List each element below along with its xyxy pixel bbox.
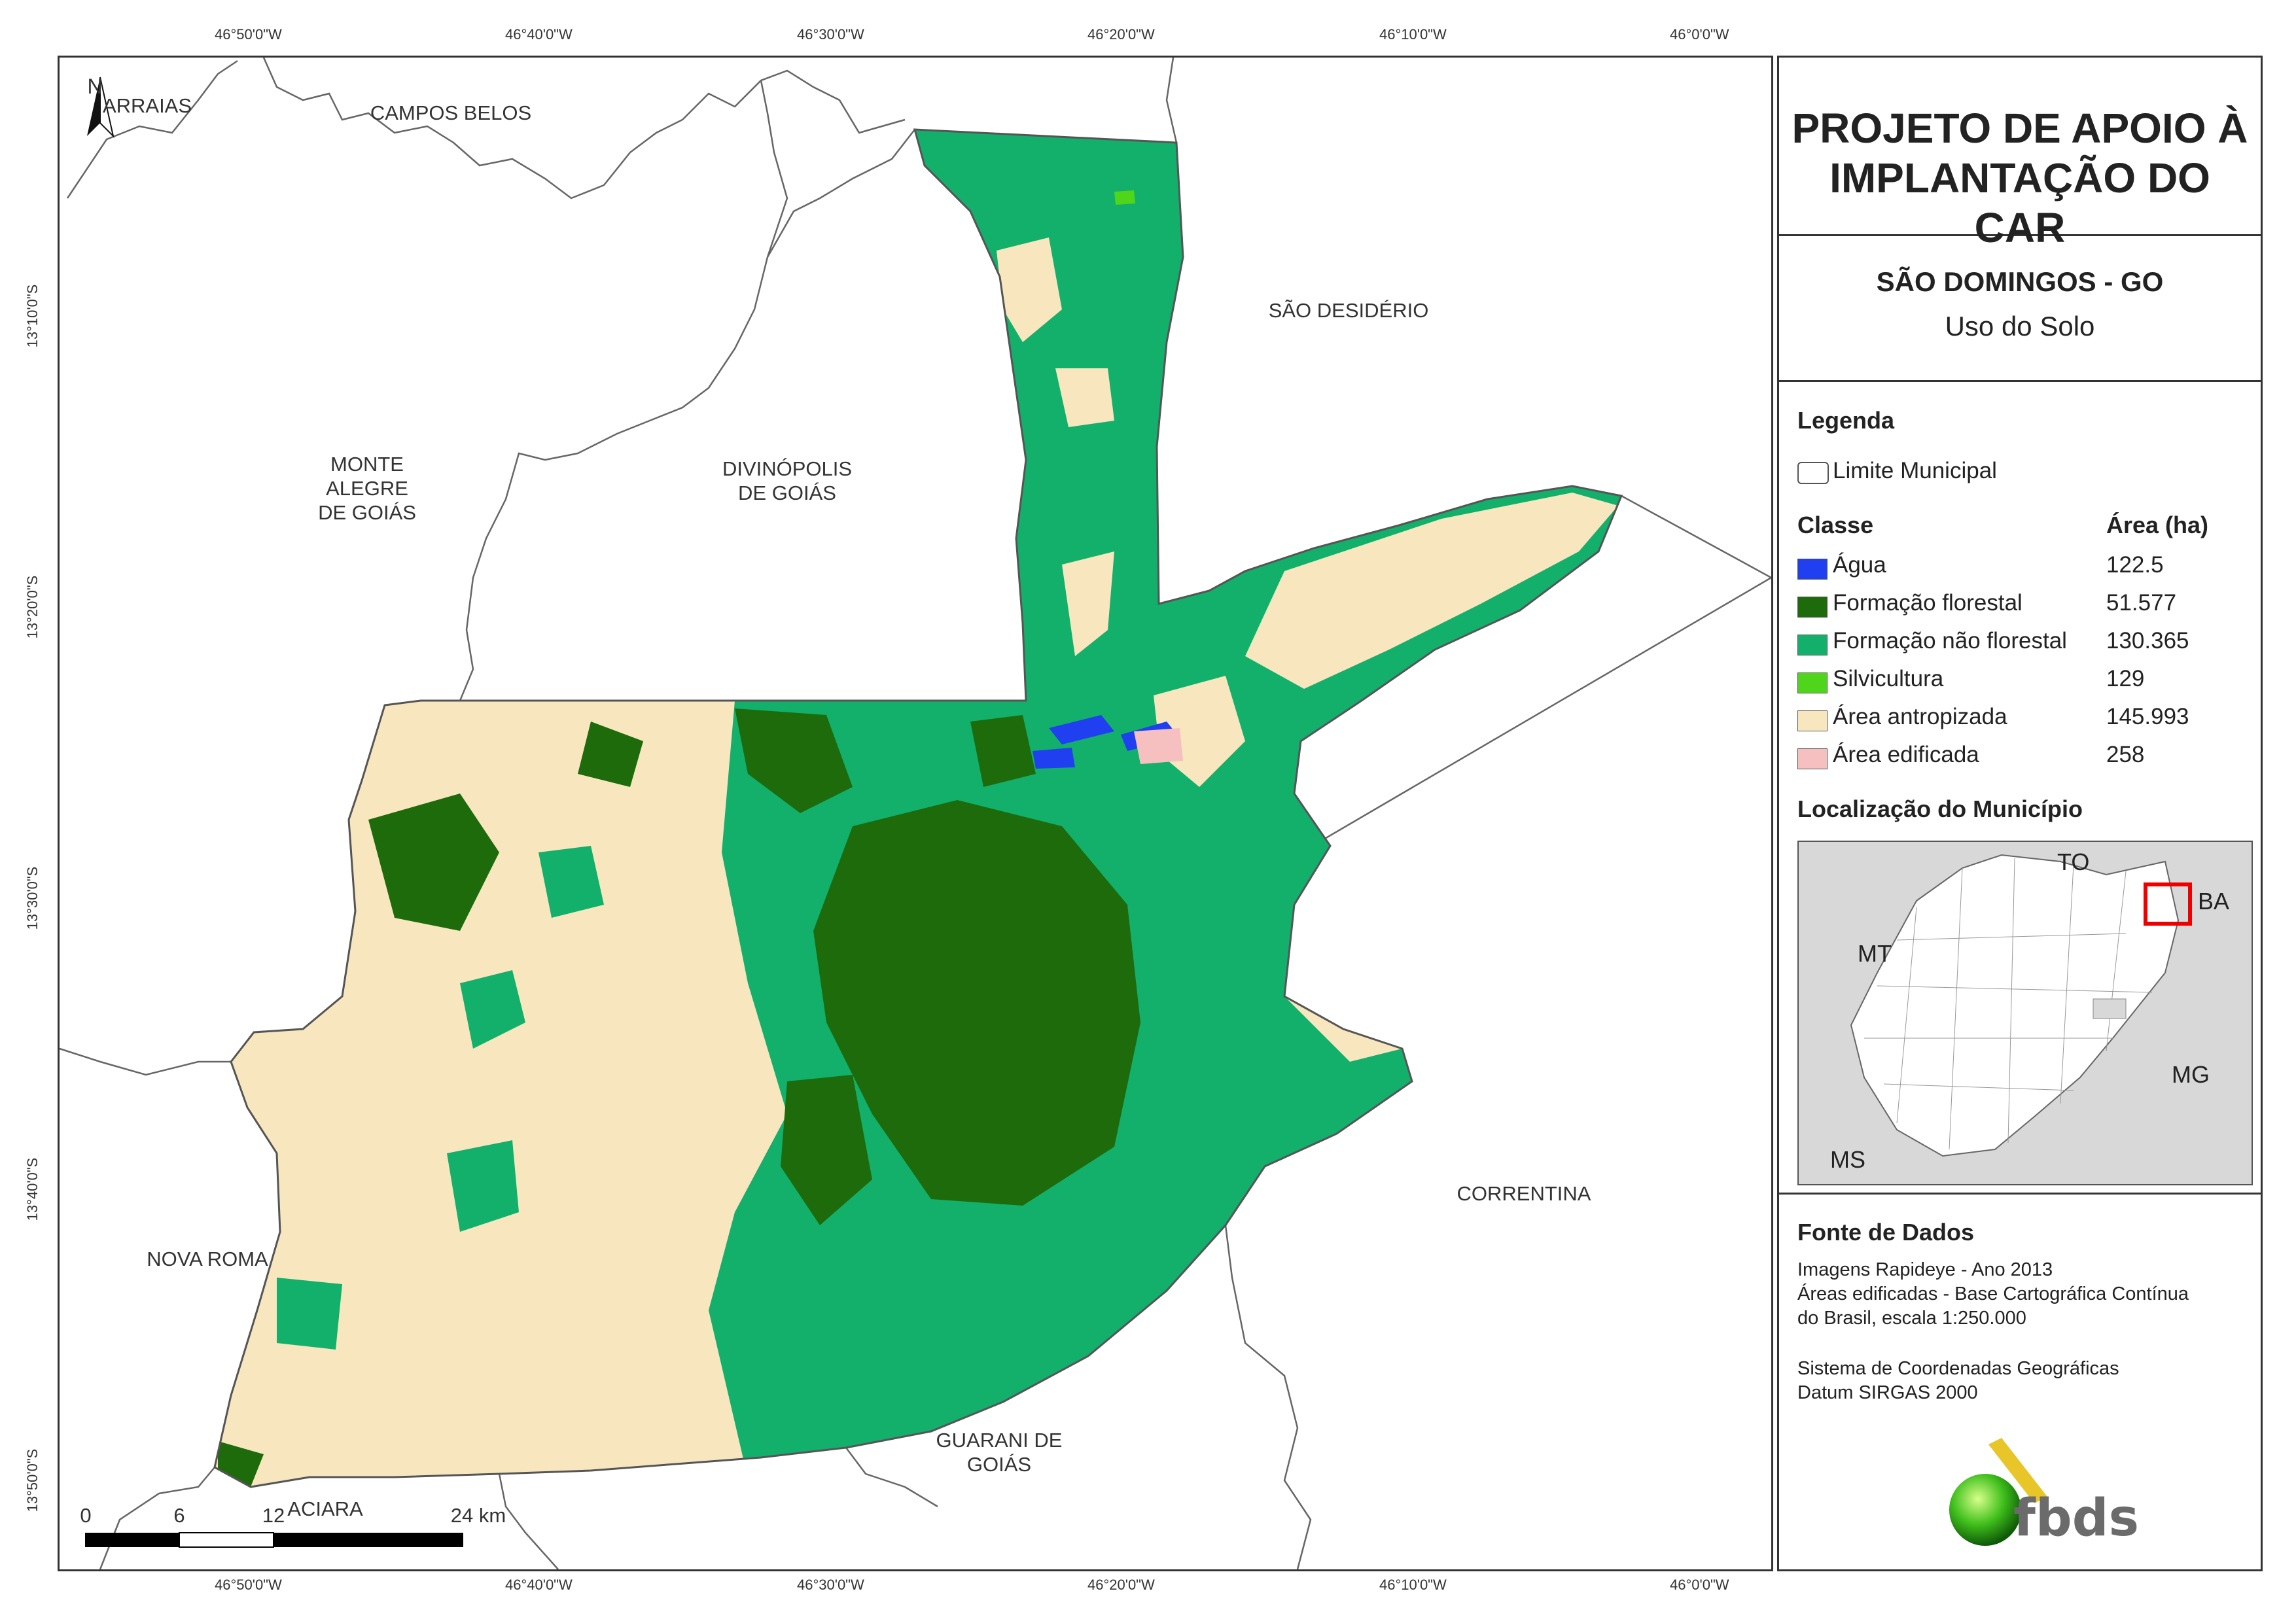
legend-class-name: Silvicultura	[1833, 666, 1944, 691]
title-section: PROJETO DE APOIO À IMPLANTAÇÃO DO CAR	[1779, 58, 2261, 251]
project-title-line2: IMPLANTAÇÃO DO CAR	[1829, 154, 2210, 251]
fonte-divider	[1779, 1193, 2261, 1195]
place-correntina: CORRENTINA	[1457, 1182, 1591, 1205]
place-divinopolis: DIVINÓPOLIS DE GOIÁS	[722, 457, 852, 505]
place-guarani-line2: GOIÁS	[966, 1453, 1032, 1476]
coord-top-4: 46°20'0"W	[1087, 26, 1155, 43]
sistema-line-2: Datum SIRGAS 2000	[1797, 1382, 1978, 1403]
legend-class-name: Formação florestal	[1833, 590, 2022, 616]
place-guarani: GUARANI DE GOIÁS	[936, 1428, 1063, 1476]
place-aciara: ACIARA	[287, 1497, 363, 1520]
fonte-line-2: Áreas edificadas - Base Cartográfica Con…	[1797, 1283, 2189, 1304]
place-nova-roma: NOVA ROMA	[147, 1248, 268, 1270]
north-label: N	[87, 75, 103, 98]
sistema-line-1: Sistema de Coordenadas Geográficas	[1797, 1358, 2119, 1379]
loc-label-ms: MS	[1830, 1146, 1865, 1173]
coord-top-2: 46°40'0"W	[505, 26, 573, 43]
coord-bottom-1: 46°50'0"W	[215, 1577, 282, 1593]
scale-label-6: 6	[173, 1504, 185, 1527]
classe-heading: Classe	[1797, 512, 1874, 538]
coord-top-3: 46°30'0"W	[797, 26, 864, 43]
fonte-line-1: Imagens Rapideye - Ano 2013	[1797, 1259, 2053, 1280]
location-inset-map: TO BA MT MG MS	[1797, 841, 2253, 1185]
area-heading: Área (ha)	[2106, 512, 2209, 538]
legend-swatch	[1797, 748, 1828, 769]
fbds-logo-icon	[1949, 1438, 2047, 1546]
legend-class-area: 51.577	[2106, 590, 2177, 616]
loc-label-mg: MG	[2172, 1061, 2210, 1088]
land-use-map[interactable]	[60, 58, 1771, 1569]
place-monte-alegre-line3: DE GOIÁS	[318, 501, 416, 525]
legend-swatch	[1797, 672, 1828, 693]
legend-swatch	[1797, 635, 1828, 655]
fonte-heading: Fonte de Dados	[1797, 1219, 1975, 1246]
coord-bottom-6: 46°0'0"W	[1670, 1577, 1729, 1593]
legend-swatch	[1797, 597, 1828, 618]
coord-left-1: 13°10'0"S	[24, 284, 41, 348]
legend-class-name: Água	[1833, 552, 1886, 578]
legend-class-name: Área antropizada	[1833, 704, 2007, 729]
coord-bottom-4: 46°20'0"W	[1087, 1577, 1155, 1593]
scale-bar	[85, 1532, 463, 1548]
place-sao-desiderio: SÃO DESIDÉRIO	[1268, 299, 1429, 322]
coord-top-1: 46°50'0"W	[215, 26, 282, 43]
loc-label-mt: MT	[1858, 940, 1892, 967]
project-title-line1: PROJETO DE APOIO À	[1792, 105, 2248, 152]
legend-heading: Legenda	[1797, 407, 1895, 434]
fbds-logo: fbds	[1936, 1438, 2146, 1549]
legend-class-area: 129	[2106, 666, 2145, 691]
scale-label-24: 24 km	[450, 1504, 506, 1527]
sistema-text: Sistema de Coordenadas Geográficas Datum…	[1797, 1357, 2119, 1405]
legend-class-area: 145.993	[2106, 704, 2189, 729]
legend-swatch	[1797, 559, 1828, 580]
municipality-land-use	[215, 130, 1621, 1487]
goias-outline-map	[1850, 854, 2192, 1157]
limite-municipal-swatch	[1797, 462, 1829, 484]
place-arraias: ARRAIAS	[102, 94, 192, 117]
neighbour-boundaries	[60, 58, 1771, 1569]
legend-class-area: 258	[2106, 742, 2145, 767]
coord-left-4: 13°40'0"S	[24, 1157, 41, 1221]
municipio-section: SÃO DOMINGOS - GO Uso do Solo	[1779, 236, 2261, 382]
legend-class-area: 122.5	[2106, 552, 2164, 578]
scale-label-0: 0	[80, 1504, 92, 1527]
coord-top-6: 46°0'0"W	[1670, 26, 1729, 43]
map-theme: Uso do Solo	[1945, 311, 2095, 341]
place-monte-alegre-line2: ALEGRE	[326, 477, 408, 500]
coord-bottom-5: 46°10'0"W	[1379, 1577, 1447, 1593]
coord-left-3: 13°30'0"S	[24, 866, 41, 930]
scale-label-12: 12	[262, 1504, 285, 1527]
place-campos-belos: CAMPOS BELOS	[370, 101, 532, 124]
place-divinopolis-line1: DIVINÓPOLIS	[722, 457, 853, 480]
fonte-line-3: do Brasil, escala 1:250.000	[1797, 1308, 2026, 1329]
coord-left-2: 13°20'0"S	[24, 575, 41, 639]
map-frame[interactable]: N ARRAIAS CAMPOS BELOS SÃO DESIDÉRIO MON…	[58, 56, 1773, 1571]
legend-class-name: Área edificada	[1833, 742, 1979, 767]
coord-left-5: 13°50'0"S	[24, 1448, 41, 1512]
place-divinopolis-line2: DE GOIÁS	[738, 481, 836, 505]
coord-bottom-2: 46°40'0"W	[505, 1577, 573, 1593]
limite-municipal-label: Limite Municipal	[1833, 458, 1997, 483]
place-guarani-line1: GUARANI DE	[936, 1429, 1063, 1452]
project-title: PROJETO DE APOIO À IMPLANTAÇÃO DO CAR	[1779, 58, 2261, 253]
legend-class-name: Formação não florestal	[1833, 628, 2067, 654]
place-monte-alegre: MONTE ALEGRE DE GOIÁS	[318, 452, 416, 525]
coord-bottom-3: 46°30'0"W	[797, 1577, 864, 1593]
north-arrow-icon	[87, 77, 115, 139]
info-panel: PROJETO DE APOIO À IMPLANTAÇÃO DO CAR SÃ…	[1777, 56, 2263, 1571]
place-monte-alegre-line1: MONTE	[330, 453, 404, 476]
fonte-text: Imagens Rapideye - Ano 2013 Áreas edific…	[1797, 1258, 2189, 1331]
localizacao-heading: Localização do Município	[1797, 795, 2083, 822]
coord-top-5: 46°10'0"W	[1379, 26, 1447, 43]
fbds-logo-text: fbds	[2013, 1489, 2140, 1548]
municipio-name: SÃO DOMINGOS - GO	[1876, 266, 2164, 297]
legend-class-area: 130.365	[2106, 628, 2189, 654]
loc-label-to: TO	[2057, 848, 2090, 875]
loc-label-ba: BA	[2198, 888, 2230, 915]
legend-swatch	[1797, 710, 1828, 731]
